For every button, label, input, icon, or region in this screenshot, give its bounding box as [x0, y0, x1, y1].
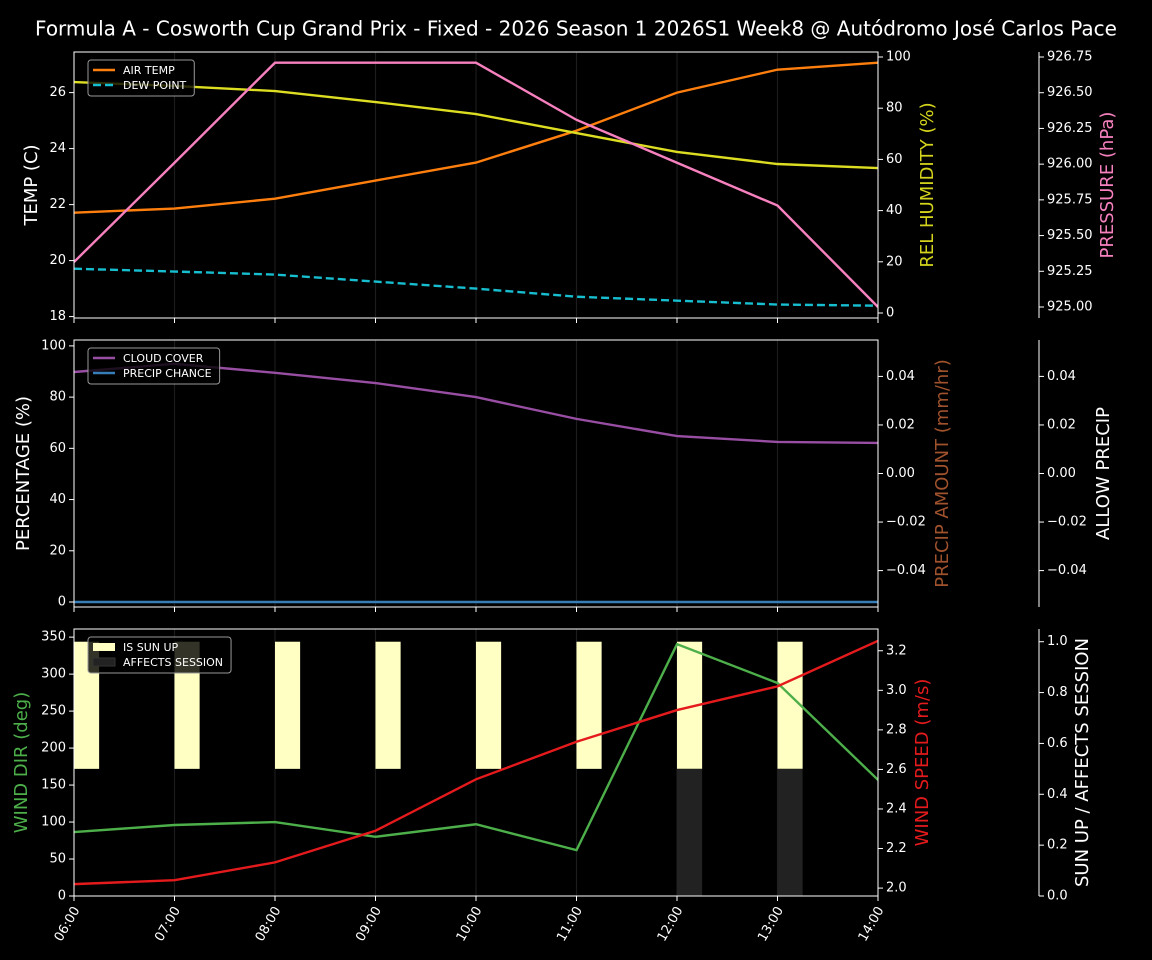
- legend-label: AIR TEMP: [123, 64, 175, 77]
- y2-tick-label: 2.0: [886, 881, 907, 896]
- y2-tick-label: 60: [886, 152, 903, 167]
- y2-tick-label: 3.0: [886, 683, 907, 698]
- y2-tick-label: 100: [886, 49, 911, 64]
- legend-swatch: [93, 643, 115, 651]
- y3-tick-label: −0.04: [1047, 563, 1087, 578]
- y3-axis-label: ALLOW PRECIP: [1093, 407, 1114, 540]
- y2-tick-label: 80: [886, 101, 903, 116]
- y2-tick-label: −0.02: [886, 515, 926, 530]
- plot-frame: [73, 628, 879, 897]
- bar: [677, 768, 703, 896]
- y2-axis-label: WIND SPEED (m/s): [912, 679, 933, 847]
- y3-tick-label: 0.00: [1047, 466, 1076, 481]
- line: [74, 267, 878, 307]
- y3-tick-label: 925.25: [1047, 264, 1093, 279]
- y3-tick-label: 925.00: [1047, 300, 1093, 315]
- y3-tick-label: 925.75: [1047, 192, 1093, 207]
- line: [74, 642, 878, 852]
- y2-tick-label: 0: [886, 306, 894, 321]
- legend-label: DEW POINT: [123, 79, 187, 92]
- y-tick-label: 20: [49, 543, 66, 558]
- bar: [576, 641, 602, 769]
- y-tick-label: 26: [49, 85, 66, 100]
- y3-tick-label: −0.02: [1047, 515, 1087, 530]
- y-axis-label: PERCENTAGE (%): [13, 396, 34, 551]
- y3-tick-label: 926.25: [1047, 121, 1093, 136]
- y-tick-label: 18: [49, 309, 66, 324]
- y3-tick-label: 0.0: [1047, 889, 1068, 904]
- y-tick-label: 0: [58, 595, 66, 610]
- legend-label: PRECIP CHANCE: [123, 367, 212, 380]
- y-tick-label: 40: [49, 492, 66, 507]
- y2-tick-label: −0.04: [886, 563, 926, 578]
- legend-label: AFFECTS SESSION: [123, 656, 223, 669]
- y3-axis-label: PRESSURE (hPa): [1097, 112, 1118, 259]
- y3-tick-label: 1.0: [1047, 634, 1068, 649]
- y2-tick-label: 0.00: [886, 466, 915, 481]
- y-tick-label: 0: [58, 889, 66, 904]
- y-tick-label: 350: [41, 630, 66, 645]
- y-tick-label: 20: [49, 253, 66, 268]
- bar: [375, 641, 401, 769]
- legend-label: IS SUN UP: [123, 641, 179, 654]
- y-tick-label: 80: [49, 390, 66, 405]
- line: [74, 639, 878, 886]
- y2-tick-label: 0.04: [886, 369, 915, 384]
- line: [74, 61, 878, 308]
- plot-frame: [73, 339, 879, 608]
- y-axis-label: TEMP (C): [21, 144, 42, 226]
- y-tick-label: 22: [49, 197, 66, 212]
- y-tick-label: 100: [41, 815, 66, 830]
- y2-tick-label: 2.6: [886, 762, 907, 777]
- bar: [275, 641, 301, 769]
- y2-tick-label: 2.2: [886, 841, 907, 856]
- line: [74, 61, 878, 214]
- y3-axis-label: SUN UP / AFFECTS SESSION: [1072, 638, 1093, 887]
- y3-tick-label: 926.00: [1047, 157, 1093, 172]
- y3-tick-label: 0.04: [1047, 369, 1076, 384]
- y2-tick-label: 2.4: [886, 801, 907, 816]
- y2-tick-label: 0.02: [886, 417, 915, 432]
- y-axis-label: WIND DIR (deg): [11, 692, 32, 834]
- plot-area: [74, 61, 878, 308]
- y3-tick-label: 925.50: [1047, 228, 1093, 243]
- y-tick-label: 150: [41, 778, 66, 793]
- y3-tick-label: 926.75: [1047, 50, 1093, 65]
- y2-tick-label: 20: [886, 254, 903, 269]
- y2-tick-label: 40: [886, 203, 903, 218]
- bar: [777, 641, 803, 769]
- y2-axis-label: PRECIP AMOUNT (mm/hr): [932, 359, 953, 588]
- legend-swatch: [92, 657, 116, 667]
- y2-axis-label: REL HUMIDITY (%): [917, 102, 938, 267]
- line: [74, 80, 878, 170]
- y-tick-label: 100: [41, 338, 66, 353]
- legend-label: CLOUD COVER: [123, 352, 204, 365]
- y3-tick-label: 926.50: [1047, 85, 1093, 100]
- bar: [777, 768, 803, 896]
- y-tick-label: 60: [49, 441, 66, 456]
- y-tick-label: 50: [49, 852, 66, 867]
- y-tick-label: 24: [49, 141, 66, 156]
- y-tick-label: 300: [41, 667, 66, 682]
- bar: [476, 641, 502, 769]
- plot-frame: [73, 51, 879, 319]
- y-tick-label: 200: [41, 741, 66, 756]
- y2-tick-label: 2.8: [886, 722, 907, 737]
- y3-tick-label: 0.8: [1047, 685, 1068, 700]
- chart-title: Formula A - Cosworth Cup Grand Prix - Fi…: [35, 17, 1117, 41]
- y3-tick-label: 0.4: [1047, 787, 1068, 802]
- y3-tick-label: 0.2: [1047, 838, 1068, 853]
- legend-box: [87, 636, 232, 674]
- y3-tick-label: 0.02: [1047, 417, 1076, 432]
- y3-tick-label: 0.6: [1047, 736, 1068, 751]
- y-tick-label: 250: [41, 704, 66, 719]
- legend-box: [87, 347, 221, 385]
- y2-tick-label: 3.2: [886, 643, 907, 658]
